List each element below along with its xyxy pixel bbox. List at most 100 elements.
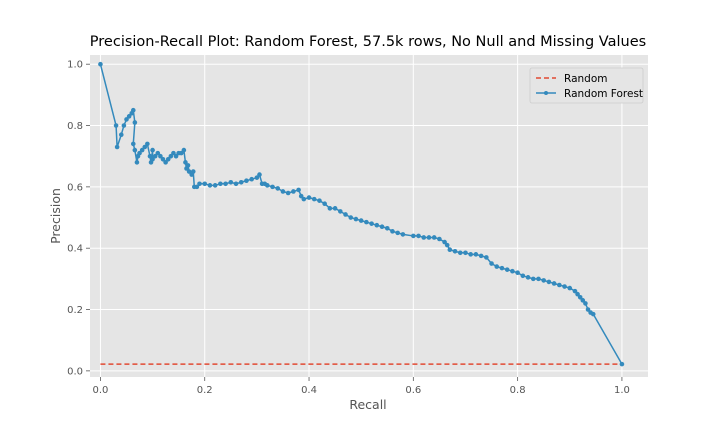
data-point-random-forest [551, 281, 557, 286]
data-point-random-forest [426, 235, 432, 240]
data-point-random-forest [444, 242, 450, 248]
data-point-random-forest [567, 285, 573, 291]
data-point-random-forest [190, 169, 196, 174]
data-point-random-forest [468, 252, 473, 257]
data-point-random-forest [457, 250, 463, 256]
data-point-random-forest [575, 291, 580, 297]
legend-box [529, 67, 644, 104]
legend-marker-random-forest [544, 91, 548, 95]
y-tick-label: 0.2 [67, 305, 83, 316]
data-point-random-forest [257, 172, 262, 177]
data-point-random-forest [207, 183, 213, 188]
data-point-random-forest [165, 156, 171, 162]
data-point-random-forest [379, 224, 385, 230]
data-point-random-forest [228, 179, 234, 185]
data-point-random-forest [173, 153, 179, 159]
data-point-random-forest [132, 120, 138, 125]
data-point-random-forest [168, 153, 174, 159]
data-point-random-forest [185, 163, 191, 168]
data-point-random-forest [384, 225, 390, 231]
data-point-random-forest [238, 179, 244, 185]
data-point-random-forest [395, 230, 400, 236]
data-point-random-forest [364, 219, 369, 225]
data-point-random-forest [452, 248, 458, 254]
y-tick-label: 0.4 [67, 244, 83, 255]
data-point-random-forest [158, 153, 163, 159]
data-point-random-forest [463, 250, 468, 256]
data-point-random-forest [280, 189, 286, 194]
data-point-random-forest [124, 117, 129, 122]
data-point-random-forest [114, 144, 120, 150]
x-tick-label: 0.0 [92, 385, 108, 396]
y-tick-label: 0.6 [67, 182, 83, 193]
data-point-random-forest [343, 212, 348, 217]
data-point-random-forest [577, 294, 583, 300]
data-point-random-forest [296, 187, 301, 193]
data-point-random-forest [369, 221, 374, 226]
data-point-random-forest [147, 153, 153, 159]
data-point-random-forest [390, 229, 395, 234]
legend: Random Random Forest [529, 67, 644, 104]
x-tick-label: 0.2 [197, 385, 213, 396]
data-point-random-forest [499, 265, 505, 271]
data-point-random-forest [442, 239, 447, 245]
data-point-random-forest [118, 132, 124, 138]
series-layer [98, 61, 625, 367]
data-point-random-forest [400, 232, 406, 237]
data-point-random-forest [473, 252, 479, 257]
data-point-random-forest [223, 181, 228, 187]
data-point-random-forest [484, 255, 489, 260]
data-point-random-forest [353, 216, 359, 222]
data-point-random-forest [134, 160, 140, 165]
data-point-random-forest [327, 206, 333, 211]
data-point-random-forest [197, 181, 202, 187]
x-axis-label: Recall [349, 397, 386, 412]
data-point-random-forest [530, 276, 536, 282]
plot-area [90, 55, 648, 377]
data-point-random-forest [186, 169, 192, 174]
data-point-random-forest [155, 150, 161, 156]
data-point-random-forest [98, 61, 103, 67]
data-point-random-forest [301, 196, 307, 202]
data-point-random-forest [275, 186, 281, 191]
data-point-random-forest [139, 147, 145, 153]
data-point-random-forest [212, 183, 218, 188]
data-point-random-forest [150, 156, 155, 162]
data-point-random-forest [265, 183, 270, 188]
data-point-random-forest [130, 107, 136, 113]
data-point-random-forest [520, 273, 526, 279]
data-point-random-forest [152, 153, 158, 159]
x-tick-label: 0.4 [301, 385, 317, 396]
grid-lines [90, 55, 648, 377]
data-point-random-forest [291, 189, 296, 194]
data-point-random-forest [557, 282, 562, 288]
data-point-random-forest [489, 261, 494, 266]
data-point-random-forest [447, 247, 453, 253]
y-axis-ticks: 0.0 0.2 0.4 0.6 0.8 1.0 [67, 60, 90, 377]
data-point-random-forest [181, 147, 187, 153]
x-tick-label: 0.6 [405, 385, 421, 396]
data-point-random-forest [416, 233, 421, 239]
data-point-random-forest [562, 284, 567, 289]
data-point-random-forest [478, 253, 484, 259]
data-point-random-forest [431, 235, 437, 240]
data-point-random-forest [254, 175, 260, 180]
data-point-random-forest [504, 267, 510, 272]
data-point-random-forest [311, 196, 317, 202]
data-point-random-forest [306, 195, 312, 200]
data-point-random-forest [218, 181, 223, 187]
data-point-random-forest [178, 150, 184, 156]
y-tick-label: 0.8 [67, 121, 83, 132]
data-point-random-forest [171, 150, 176, 156]
data-point-random-forest [142, 144, 148, 150]
data-point-random-forest [536, 276, 541, 282]
data-point-random-forest [113, 123, 119, 128]
data-point-random-forest [515, 270, 520, 276]
data-point-random-forest [270, 184, 275, 190]
data-point-random-forest [510, 268, 515, 274]
x-axis-ticks: 0.0 0.2 0.4 0.6 0.8 1.0 [92, 377, 630, 396]
data-point-random-forest [150, 147, 155, 153]
data-point-random-forest [437, 236, 442, 242]
data-point-random-forest [494, 264, 500, 269]
legend-label-random: Random [564, 73, 607, 85]
